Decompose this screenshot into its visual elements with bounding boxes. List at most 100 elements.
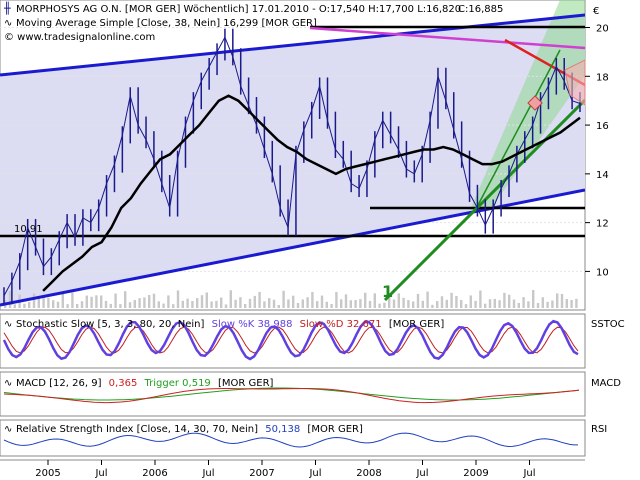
macd-axis-label: MACD bbox=[591, 378, 621, 389]
volume-bar bbox=[268, 298, 271, 308]
time-tick-label: 2009 bbox=[463, 468, 488, 479]
bar-icon: ╫ bbox=[3, 1, 11, 15]
volume-bar bbox=[176, 290, 180, 308]
volume-bar bbox=[196, 298, 199, 308]
time-tick-label: Jul bbox=[415, 468, 428, 479]
macd-value: 0,365 bbox=[109, 378, 138, 389]
volume-bar bbox=[239, 297, 242, 308]
volume-bar bbox=[61, 291, 64, 308]
green-channel bbox=[470, 0, 585, 210]
time-tick-label: Jul bbox=[522, 468, 535, 479]
volume-bar bbox=[104, 300, 108, 308]
volume-bar bbox=[114, 293, 117, 308]
volume-bar bbox=[277, 304, 280, 308]
volume-bar bbox=[445, 299, 448, 308]
volume-bar bbox=[388, 293, 391, 308]
volume-bar bbox=[109, 303, 112, 308]
volume-bar bbox=[292, 295, 295, 308]
price-axis: 20 18 16 14 12 10 bbox=[585, 24, 609, 278]
macd-panel bbox=[0, 371, 586, 417]
volume-bar bbox=[148, 294, 151, 308]
support-level-label: 10,91 bbox=[14, 224, 43, 235]
symbol-legend: MORPHOSYS AG O.N. [MOR GER] Wöchentlich]… bbox=[16, 4, 461, 15]
time-tick-label: 2006 bbox=[142, 468, 167, 479]
volume-bar bbox=[13, 304, 16, 308]
volume-bar bbox=[498, 300, 501, 308]
volume-bar bbox=[200, 295, 204, 308]
volume-bar bbox=[95, 295, 98, 308]
volume-bar bbox=[143, 297, 146, 308]
volume-bar bbox=[560, 293, 564, 308]
volume-bar bbox=[128, 302, 132, 308]
volume-bar bbox=[474, 300, 477, 308]
volume-bar bbox=[556, 293, 559, 308]
volume-bar bbox=[253, 295, 256, 308]
channel-fill bbox=[0, 15, 585, 305]
volume-bar bbox=[220, 297, 223, 308]
rsi-legend-prefix: Relative Strength Index [Close, 14, 30, … bbox=[16, 424, 258, 435]
volume-bar bbox=[296, 303, 300, 308]
volume-bar bbox=[28, 301, 31, 308]
macd-legend: MACD [12, 26, 9] 0,365 Trigger 0,519 [MO… bbox=[16, 378, 274, 389]
time-tick-label: 2008 bbox=[356, 468, 381, 479]
green-channel-upper bbox=[477, 49, 561, 206]
volume-bar bbox=[431, 304, 434, 308]
volume-bar bbox=[436, 301, 439, 308]
volume-bar bbox=[320, 295, 324, 308]
macd-icon: ∿ bbox=[4, 378, 12, 389]
volume-bar bbox=[287, 299, 290, 308]
volume-bar bbox=[402, 297, 405, 308]
volume-bar bbox=[167, 295, 170, 308]
stochastic-lines bbox=[2, 319, 579, 361]
volume-bar bbox=[512, 299, 516, 308]
price-tick-label: 18 bbox=[596, 72, 609, 83]
volume-bar bbox=[258, 291, 261, 308]
volume-bar bbox=[517, 302, 520, 308]
volume-bar bbox=[484, 303, 487, 308]
volume-bar bbox=[450, 292, 453, 308]
volume-bar bbox=[76, 304, 79, 308]
volume-bar bbox=[224, 304, 228, 308]
volume-bar bbox=[373, 293, 376, 308]
volume-bar bbox=[349, 300, 352, 308]
volume-bar bbox=[306, 297, 309, 308]
volume-bar bbox=[124, 291, 127, 308]
volume-bar bbox=[493, 298, 496, 308]
price-tick-label: 10 bbox=[596, 267, 609, 278]
volume-bar bbox=[378, 303, 381, 308]
volume-bar bbox=[272, 299, 276, 308]
volume-bar bbox=[316, 301, 319, 308]
signal-diamond-icon bbox=[527, 95, 543, 111]
volume-bar bbox=[541, 297, 544, 308]
volume-bar bbox=[325, 301, 328, 308]
time-tick-label: 2007 bbox=[249, 468, 274, 479]
rsi-panel bbox=[0, 419, 586, 457]
projection-box bbox=[564, 59, 586, 106]
volume-bar bbox=[368, 300, 372, 308]
volume-bar bbox=[215, 300, 218, 308]
stoch-d-line bbox=[3, 326, 579, 354]
volume-bar bbox=[570, 299, 573, 308]
volume-bar bbox=[157, 301, 160, 308]
volume-bar bbox=[508, 294, 511, 308]
rsi-legend-suffix: [MOR GER] bbox=[307, 424, 363, 435]
volume-bar bbox=[80, 301, 84, 308]
macd-legend-prefix: MACD [12, 26, 9] bbox=[16, 378, 102, 389]
volume-bar bbox=[426, 291, 429, 308]
time-tick-label: Jul bbox=[94, 468, 107, 479]
volume-bar bbox=[119, 304, 122, 308]
volume-bar bbox=[364, 292, 367, 308]
time-tick-label: Jul bbox=[201, 468, 214, 479]
website-label: © www.tradesignalonline.com bbox=[4, 32, 155, 43]
volume-bar bbox=[133, 300, 136, 308]
volume-bar bbox=[359, 299, 362, 308]
volume-bar bbox=[210, 301, 213, 308]
volume-bar bbox=[42, 295, 45, 308]
volume-bar bbox=[191, 300, 194, 308]
volume-bar bbox=[460, 299, 463, 308]
volume-bar bbox=[152, 293, 156, 308]
volume-bar bbox=[416, 293, 420, 308]
volume-bar bbox=[85, 295, 88, 308]
volume-bar bbox=[205, 292, 208, 308]
